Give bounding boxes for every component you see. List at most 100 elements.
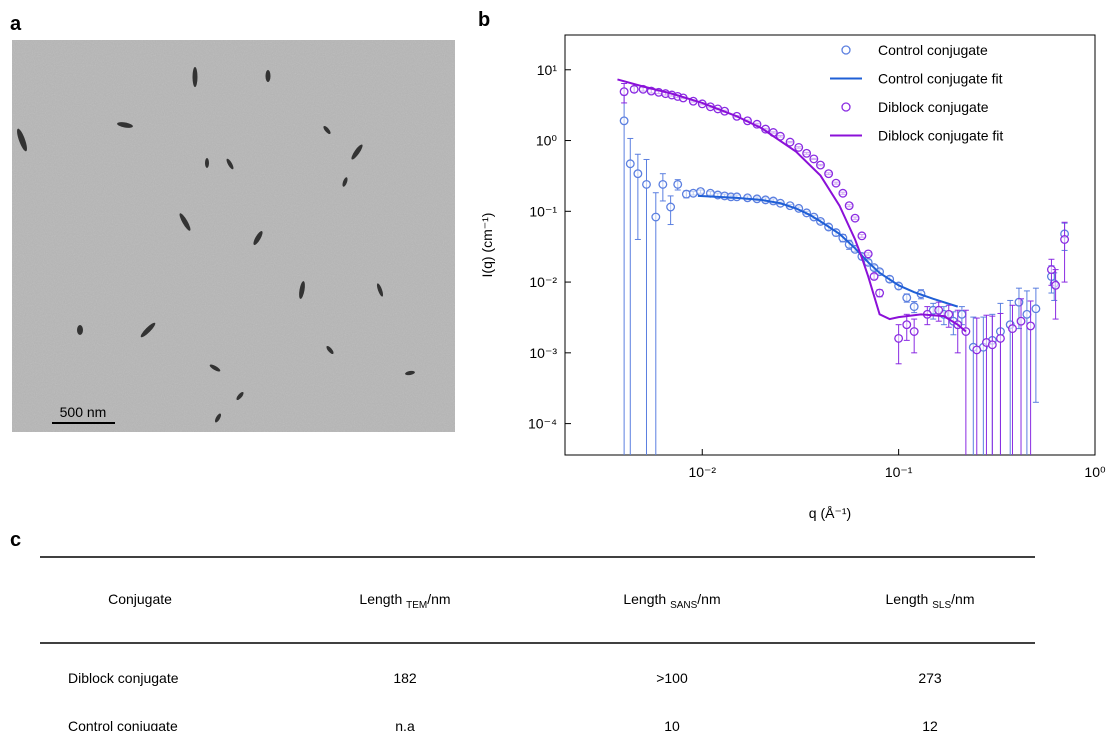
column-header: Conjugate (108, 591, 172, 607)
legend-swatch (841, 45, 851, 55)
data-point (651, 212, 661, 222)
data-point (909, 327, 919, 336)
error-bar (643, 158, 650, 455)
data-point (869, 272, 879, 281)
data-point (894, 333, 904, 343)
data-point (696, 187, 705, 197)
legend-label: Diblock conjugate fit (878, 128, 1003, 144)
error-bar (983, 314, 990, 455)
error-bar (621, 94, 628, 455)
data-point (1026, 321, 1036, 331)
data-point (844, 201, 854, 211)
header-text: Conjugate (108, 591, 172, 607)
error-bar (652, 192, 659, 455)
data-point (987, 340, 997, 350)
column-header: Length SANS/nm (623, 591, 720, 611)
data-point (1014, 297, 1024, 307)
error-bar (980, 316, 987, 455)
legend-label: Control conjugate (878, 42, 988, 58)
data-point (802, 148, 812, 158)
error-bar (627, 137, 634, 455)
x-axis-label: q (Å⁻¹) (809, 505, 851, 521)
fit-line (617, 78, 967, 333)
data-point (666, 202, 676, 212)
data-point (688, 188, 698, 198)
data-point (633, 169, 643, 179)
header-unit: /nm (951, 591, 974, 607)
data-point (625, 159, 635, 169)
y-tick-label: 10⁰ (536, 133, 558, 149)
panel-label: a (10, 13, 22, 35)
y-tick-label: 10⁻² (529, 274, 557, 290)
table-cell: Control conjugate (68, 718, 178, 731)
y-tick-label: 10⁻³ (529, 345, 557, 361)
error-bar (970, 316, 977, 455)
header-unit: /nm (427, 591, 450, 607)
data-point (619, 116, 629, 126)
table-cell: 12 (922, 718, 938, 731)
error-bar (1052, 269, 1059, 320)
data-point (902, 293, 912, 303)
panel-label: c (10, 529, 21, 551)
scale-bar-label: 500 nm (60, 404, 107, 420)
data-point (857, 231, 867, 241)
header-subscript: SANS (670, 600, 698, 611)
table: Conjugate Length TEM/nm Length SANS/nm Leng… (40, 556, 1035, 731)
data-point (824, 169, 834, 179)
data-point (673, 179, 683, 189)
column-header: Length TEM/nm (359, 591, 450, 611)
data-point (1008, 324, 1017, 334)
data-point (902, 320, 912, 330)
table-cell: 10 (664, 718, 680, 731)
x-tick-label: 10⁻² (688, 464, 716, 480)
chart: q (Å⁻¹) I(q) (cm⁻¹) 10⁻² 10⁻¹ 10⁰ 10⁻⁴ 10⁻³ 1… (479, 34, 1106, 521)
data-point (1051, 280, 1061, 290)
data-point (957, 309, 967, 319)
data-point (785, 137, 795, 147)
error-bar (954, 309, 961, 354)
error-bar (989, 315, 996, 455)
legend-swatch (841, 102, 851, 112)
table-cell: n.a (395, 718, 415, 731)
data-point (1022, 309, 1032, 319)
table-cell: >100 (656, 670, 688, 686)
y-tick-label: 10⁻¹ (529, 203, 557, 219)
data-point (1060, 235, 1070, 244)
header-text: Length (359, 591, 406, 607)
data-point (831, 178, 841, 188)
data-point (1016, 316, 1026, 326)
y-tick-label: 10⁻⁴ (528, 416, 557, 432)
error-bar (895, 324, 902, 365)
fit-line (697, 194, 959, 308)
data-point (816, 160, 825, 170)
header-subscript: TEM (406, 600, 427, 611)
table-cell: 182 (393, 670, 417, 686)
data-point (875, 288, 885, 298)
error-bar (973, 317, 980, 455)
data-point (850, 213, 860, 223)
data-point (996, 333, 1005, 343)
header-subscript: SLS (932, 600, 951, 611)
plot-area (617, 78, 1070, 455)
data-point (838, 188, 848, 198)
header-unit: /nm (697, 591, 720, 607)
data-point (794, 142, 804, 152)
legend-label: Diblock conjugate (878, 99, 989, 115)
x-tick-label: 10⁻¹ (885, 464, 913, 480)
header-text: Length (623, 591, 670, 607)
data-point (809, 154, 819, 164)
data-point (909, 302, 919, 312)
error-bar (1061, 221, 1068, 283)
tem-image: 500 nm (12, 40, 455, 432)
table-cell: 273 (918, 670, 942, 686)
data-point (844, 240, 854, 249)
data-point (629, 84, 639, 94)
data-point (1031, 304, 1041, 314)
panel-label: b (478, 9, 490, 31)
y-tick-label: 10¹ (537, 62, 558, 78)
data-point (863, 249, 873, 259)
error-bar (634, 153, 641, 240)
data-point (619, 87, 629, 97)
data-point (972, 345, 982, 355)
